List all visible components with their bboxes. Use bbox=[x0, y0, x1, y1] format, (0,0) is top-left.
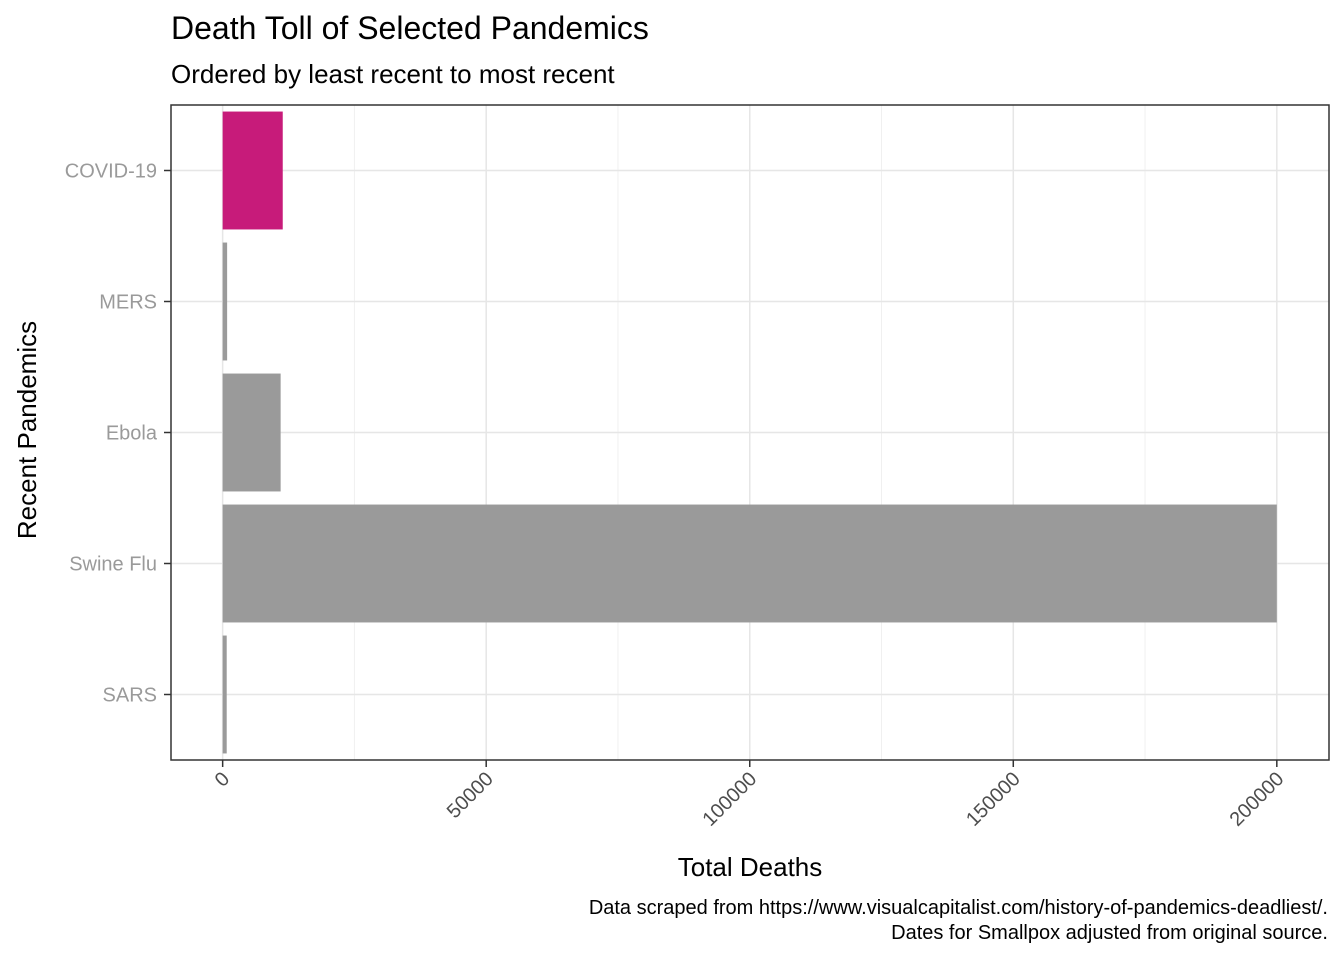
x-tick-label: 0 bbox=[211, 768, 234, 791]
axes: SARS Swine Flu Ebola MERS COVID-19 0 50000 1000… bbox=[65, 161, 1289, 831]
caption-line: Dates for Smallpox adjusted from origina… bbox=[891, 922, 1328, 944]
y-tick-label: MERS bbox=[99, 292, 157, 314]
y-tick-label: Ebola bbox=[106, 423, 158, 445]
bars bbox=[222, 111, 1277, 754]
chart-subtitle: Ordered by least recent to most recent bbox=[171, 59, 615, 89]
bar-covid-19 bbox=[222, 111, 283, 230]
chart-title: Death Toll of Selected Pandemics bbox=[171, 10, 649, 46]
y-tick-label: COVID-19 bbox=[65, 161, 157, 183]
x-tick-label: 50000 bbox=[443, 768, 498, 823]
x-tick-label: 150000 bbox=[962, 768, 1025, 831]
x-tick-label: 100000 bbox=[699, 768, 762, 831]
grid-lines bbox=[171, 105, 1329, 760]
y-tick-label: SARS bbox=[103, 685, 157, 707]
y-tick-label: Swine Flu bbox=[69, 554, 157, 576]
y-axis-title: Recent Pandemics bbox=[12, 321, 42, 539]
bar-ebola bbox=[222, 373, 281, 492]
bar-sars bbox=[222, 635, 227, 754]
bar-swine-flu bbox=[222, 504, 1277, 623]
caption-line: Data scraped from https://www.visualcapi… bbox=[588, 897, 1328, 919]
x-axis-title: Total Deaths bbox=[678, 852, 823, 882]
bar-mers bbox=[222, 242, 228, 361]
chart-caption: Data scraped from https://www.visualcapi… bbox=[589, 896, 1328, 946]
x-tick-label: 200000 bbox=[1226, 768, 1289, 831]
